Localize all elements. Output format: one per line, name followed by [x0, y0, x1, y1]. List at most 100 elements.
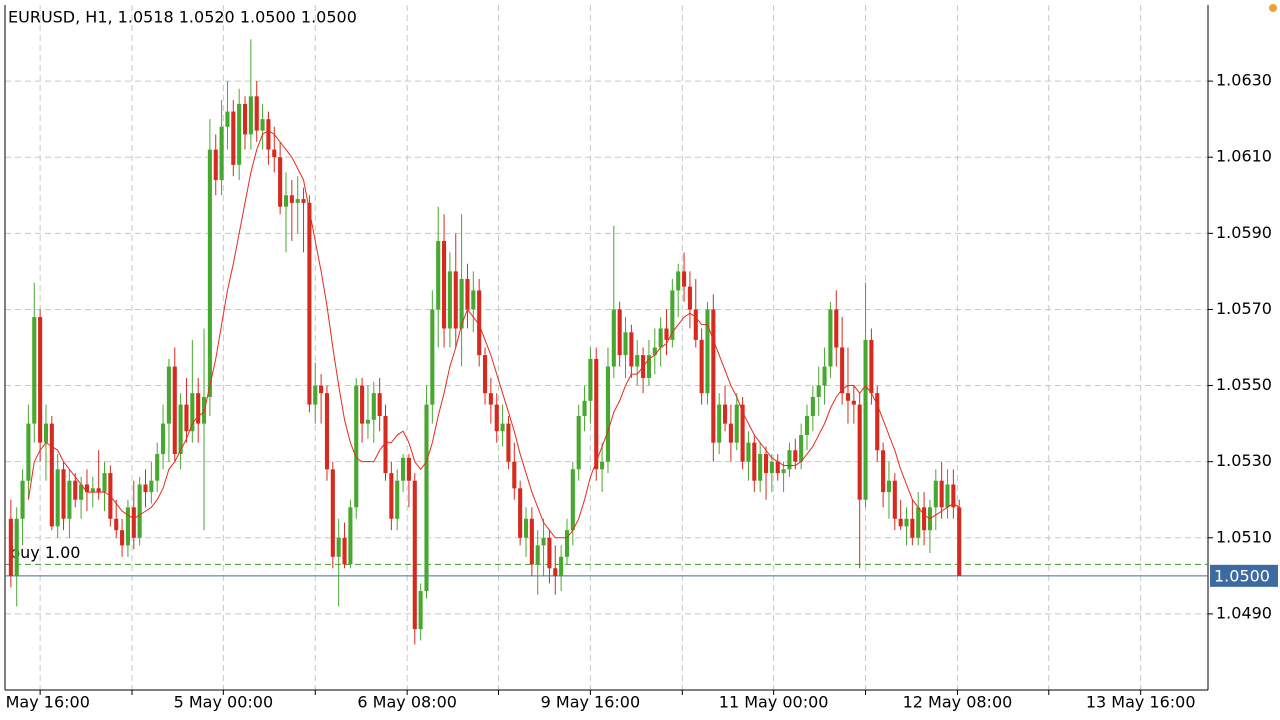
candle-body: [740, 404, 745, 462]
candle-body: [96, 488, 101, 493]
candle-body: [793, 450, 798, 462]
candle-body: [301, 199, 306, 203]
candle-body: [676, 271, 681, 291]
candle-body: [582, 400, 587, 416]
candle-body: [84, 484, 90, 493]
candle-body: [453, 271, 458, 329]
moving-average: [27, 129, 960, 539]
y-tick-label: 1.0510: [1216, 527, 1272, 546]
candle-body: [646, 355, 651, 378]
candle-body: [43, 423, 49, 443]
candle-body: [699, 339, 704, 394]
candle-body: [506, 423, 511, 462]
candle-body: [412, 480, 417, 630]
candle-body: [705, 309, 710, 394]
candle-body: [617, 309, 622, 356]
candle-body: [547, 537, 552, 569]
candle-body: [231, 111, 236, 165]
candle-body: [494, 404, 499, 432]
candle-body: [20, 480, 25, 519]
candle-body: [600, 461, 605, 470]
x-tick-label: 11 May 00:00: [719, 693, 829, 712]
candle-body: [916, 507, 921, 538]
order-label: buy 1.00: [10, 543, 80, 562]
candle-body: [664, 328, 669, 340]
candle-body: [196, 393, 201, 424]
candle-body: [570, 469, 575, 531]
candle-body: [693, 309, 698, 340]
x-tick-label: 13 May 16:00: [1086, 693, 1196, 712]
candle-body: [225, 111, 230, 127]
candle-body: [365, 419, 370, 424]
candle-body: [49, 423, 54, 527]
candle-body: [775, 461, 780, 474]
candle-body: [125, 507, 130, 546]
candle-body: [371, 393, 376, 420]
candle-body: [383, 416, 388, 474]
candle-body: [295, 199, 300, 203]
candle-body: [840, 347, 845, 394]
candle-body: [131, 507, 136, 538]
candle-body: [576, 416, 581, 470]
y-tick-label: 1.0570: [1216, 299, 1272, 318]
candle-body: [313, 385, 318, 405]
candle-body: [377, 393, 382, 416]
x-tick-label: 9 May 16:00: [541, 693, 641, 712]
candle-body: [336, 537, 341, 557]
y-tick-label: 1.0590: [1216, 223, 1272, 242]
candle-body: [594, 358, 599, 470]
candle-body: [14, 518, 19, 576]
x-tick-label: 5 May 00:00: [174, 693, 274, 712]
candle-body: [763, 454, 769, 474]
candle-body: [424, 404, 429, 592]
candle-body: [611, 309, 616, 367]
status-dot: [1269, 4, 1277, 12]
candle-body: [564, 530, 570, 557]
candle-body: [652, 347, 657, 356]
candle-body: [781, 469, 786, 474]
candle-body: [26, 423, 31, 481]
candle-body: [951, 484, 956, 508]
candle-body: [922, 507, 927, 531]
candle-body: [471, 290, 476, 310]
candle-body: [184, 404, 189, 432]
candle-body: [734, 404, 739, 443]
candle-body: [248, 96, 253, 135]
candle-body: [658, 328, 663, 348]
candle-body: [687, 286, 692, 310]
candle-body: [442, 240, 447, 329]
candle-body: [319, 385, 324, 394]
candle-body: [728, 423, 733, 443]
y-tick-label: 1.0630: [1216, 71, 1272, 90]
candle-body: [869, 339, 874, 394]
candle-body: [8, 518, 13, 576]
candle-body: [758, 454, 763, 481]
candle-body: [787, 450, 792, 470]
candle-body: [149, 480, 154, 493]
candle-body: [155, 454, 160, 481]
candle-body: [102, 473, 107, 493]
candle-body: [161, 423, 166, 455]
candle-body: [857, 404, 862, 500]
candle-body: [395, 480, 400, 519]
candle-body: [799, 435, 804, 462]
candle-body: [670, 290, 675, 340]
candle-body: [166, 366, 171, 424]
candle-body: [535, 545, 540, 565]
candle-body: [260, 119, 265, 131]
candle-body: [465, 279, 470, 310]
candle-body: [307, 202, 312, 405]
candle-body: [477, 290, 482, 356]
candle-body: [559, 556, 564, 576]
candle-body: [401, 457, 406, 481]
candle-body: [389, 473, 394, 519]
candle-body: [488, 393, 493, 405]
candle-body: [529, 518, 534, 565]
candle-body: [512, 461, 517, 489]
candle-body: [682, 271, 687, 287]
candle-body: [190, 393, 195, 432]
candle-body: [459, 279, 464, 329]
candle-body: [137, 484, 142, 538]
